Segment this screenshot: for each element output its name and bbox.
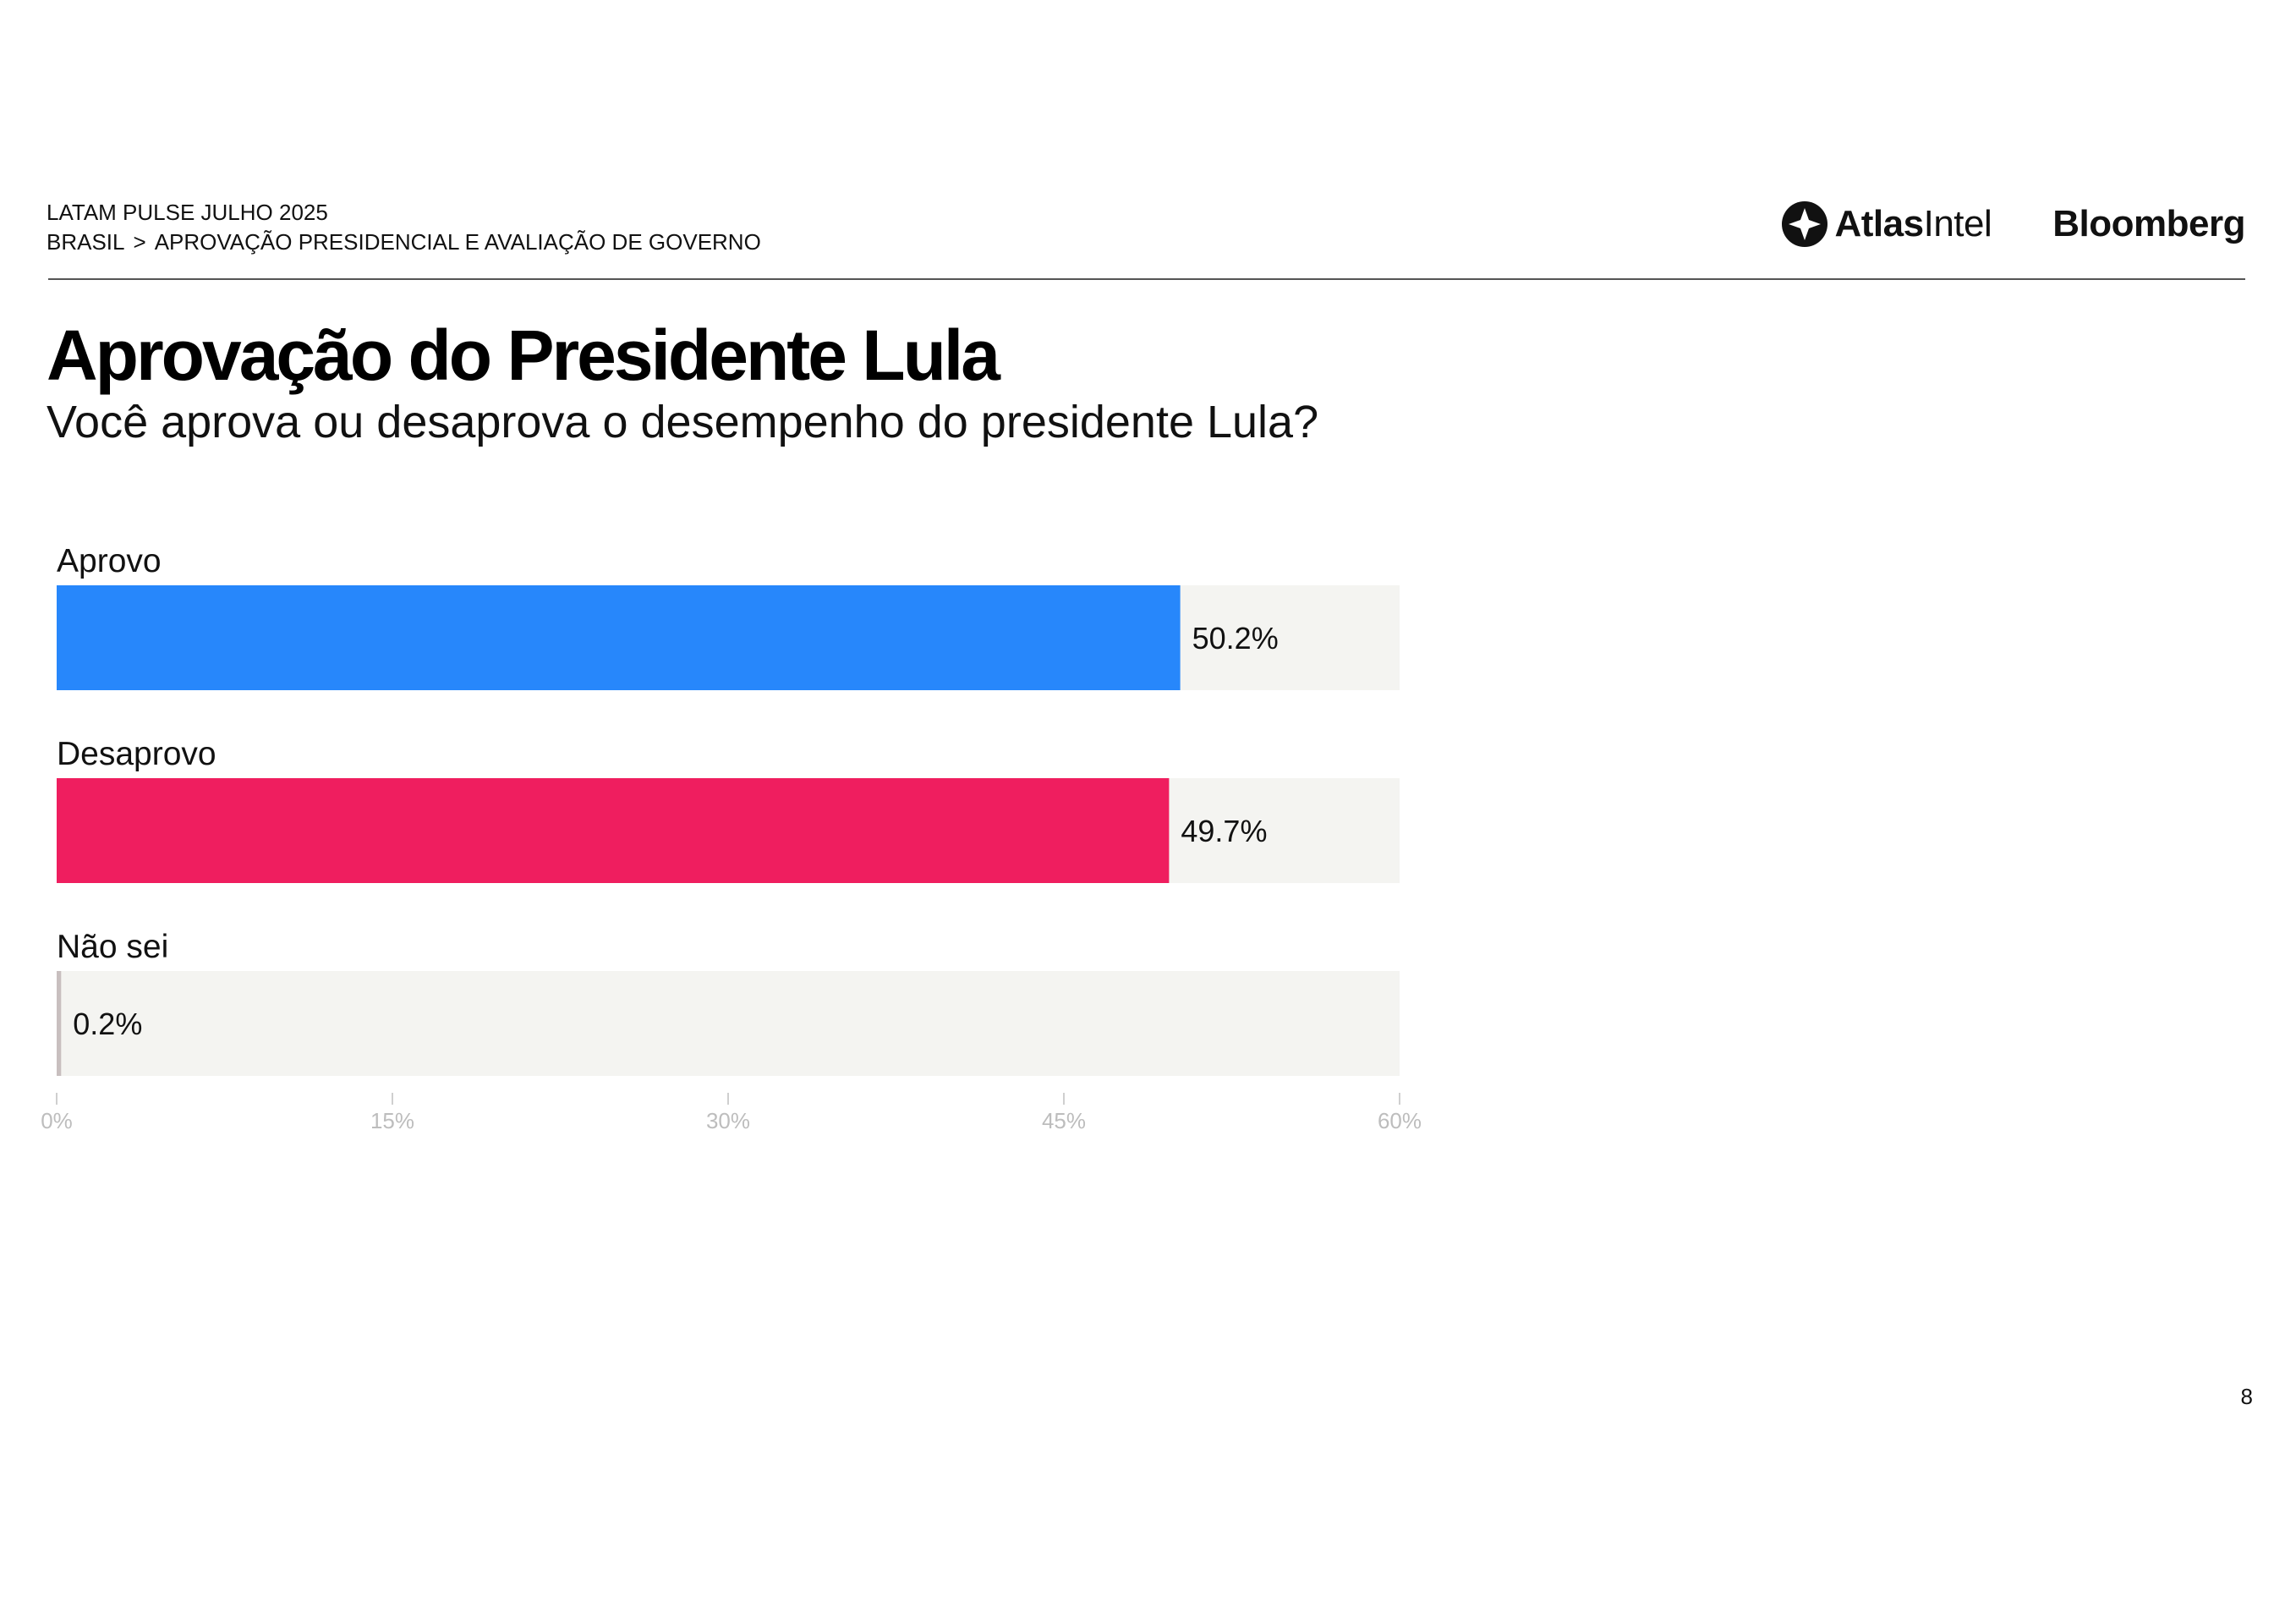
atlasintel-mark-icon xyxy=(1781,201,1827,247)
page-number: 8 xyxy=(2240,1384,2253,1409)
bar-nao-sei xyxy=(57,971,62,1076)
x-tick-label: 30% xyxy=(706,1108,750,1133)
report-title-line: LATAM PULSE JULHO 2025 xyxy=(47,200,328,225)
chart-title: Aprovação do Presidente Lula xyxy=(47,315,1000,395)
breadcrumb-root: BRASIL xyxy=(47,229,125,255)
value-label-desaprovo: 49.7% xyxy=(1181,814,1267,848)
value-label-aprovo: 50.2% xyxy=(1192,621,1279,656)
report-header: LATAM PULSE JULHO 2025 BRASIL > APROVAÇÃ… xyxy=(47,198,761,257)
approval-bar-chart: Aprovo 50.2% Desaprovo 49.7% Não sei 0.2% 0% 15… xyxy=(41,543,1422,1133)
breadcrumb: BRASIL > APROVAÇÃO PRESIDENCIAL E AVALIA… xyxy=(47,228,761,257)
breadcrumb-section: APROVAÇÃO PRESIDENCIAL E AVALIAÇÃO DE GO… xyxy=(154,229,761,255)
x-tick-label: 15% xyxy=(370,1108,414,1133)
x-tick-label: 45% xyxy=(1042,1108,1086,1133)
bar-aprovo xyxy=(57,585,1181,690)
header-divider xyxy=(48,278,2245,280)
category-label-desaprovo: Desaprovo xyxy=(57,736,216,772)
atlasintel-wordmark: AtlasIntel xyxy=(1834,203,1992,244)
category-label-aprovo: Aprovo xyxy=(57,543,162,579)
x-tick-label: 60% xyxy=(1378,1108,1422,1133)
bar-track-nao-sei xyxy=(57,971,1400,1076)
chart-subtitle: Você aprova ou desaprova o desempenho do… xyxy=(47,397,1319,447)
logo-bar: AtlasIntel Bloomberg xyxy=(1781,198,2245,250)
bloomberg-logo: Bloomberg xyxy=(2052,203,2245,244)
atlasintel-logo: AtlasIntel xyxy=(1781,200,1992,248)
value-label-nao-sei: 0.2% xyxy=(73,1007,142,1041)
bar-desaprovo xyxy=(57,778,1170,883)
breadcrumb-separator: > xyxy=(133,229,146,255)
category-label-nao-sei: Não sei xyxy=(57,929,168,965)
x-tick-label: 0% xyxy=(41,1108,73,1133)
